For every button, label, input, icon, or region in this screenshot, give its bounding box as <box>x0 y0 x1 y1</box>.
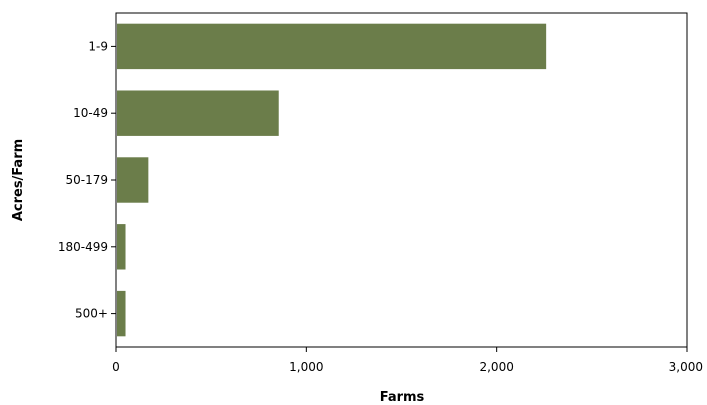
x-tick-label: 0 <box>112 360 120 374</box>
y-tick-label: 10-49 <box>73 106 108 120</box>
y-tick-label: 500+ <box>75 307 108 321</box>
bar-1-9 <box>117 23 547 70</box>
x-tick-label: 3,000 <box>669 360 703 374</box>
y-axis-ticks: 1-9 10-49 50-179 180-499 500+ <box>58 39 116 321</box>
y-tick-label: 1-9 <box>88 39 108 53</box>
y-tick-label: 180-499 <box>58 240 108 254</box>
y-tick-label: 50-179 <box>65 173 108 187</box>
bars-group <box>117 23 547 337</box>
x-axis-label: Farms <box>380 390 425 405</box>
bar-180-499 <box>117 224 126 270</box>
bar-500+ <box>117 290 126 337</box>
y-axis-label: Acres/Farm <box>11 139 26 221</box>
bar-10-49 <box>117 90 279 136</box>
x-tick-label: 2,000 <box>479 360 513 374</box>
bar-50-179 <box>117 157 149 203</box>
x-axis-ticks: 0 1,000 2,000 3,000 <box>112 347 703 374</box>
x-tick-label: 1,000 <box>289 360 323 374</box>
